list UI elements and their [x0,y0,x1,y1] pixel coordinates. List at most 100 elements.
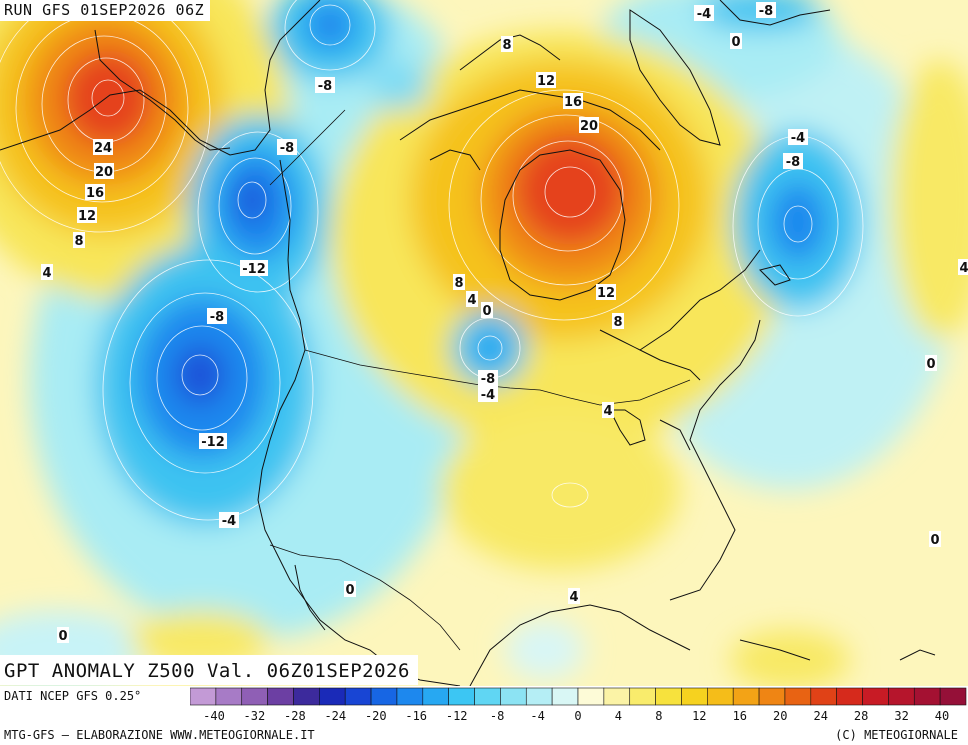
contour-label: -8 [759,4,773,19]
contour-label-bg [579,117,599,133]
contour-label-bg [694,5,714,21]
colorbar-ticks: -40 -32 -28 -24 -20 -16 -12 -8 -4 0 4 8 12 16 20 24 28 32… [203,709,949,723]
colorbar-swatch [344,687,372,706]
colorbar-swatch [913,687,941,706]
contour-label: 0 [926,357,935,372]
contour-label: 4 [603,404,612,419]
contour-label: 8 [502,38,511,53]
colorbar-tick-label: -8 [490,709,504,723]
coastlines [0,0,936,686]
contour-label-bg [277,139,297,155]
data-source-label: DATI NCEP GFS 0.25° [4,689,142,703]
colorbar-swatch [448,687,475,706]
contour-label-bg [730,33,742,49]
contour-label: 12 [597,286,615,301]
contour-label-bg [219,512,239,528]
contour-label-bg [756,2,776,18]
contour-label: -8 [210,310,224,325]
contour-label-bg [596,284,616,300]
credit-left: MTG-GFS — ELABORAZIONE WWW.METEOGIORNALE… [4,728,315,742]
contour-label-bg [481,302,493,318]
contour-label-bg [478,386,498,402]
contour-label-bg [240,260,268,276]
colorbar-tick-label: -32 [244,709,266,723]
contour-label: 4 [467,293,476,308]
contour-label: 0 [58,629,67,644]
colorbar-swatch [603,687,631,706]
colorbar-swatch [319,687,346,706]
colorbar-tick-label: 28 [854,709,868,723]
colorbar-swatch [939,687,967,706]
colorbar-swatch [474,687,501,706]
contour-label-bg [77,207,97,223]
colorbar-swatch [732,687,760,706]
contour-label-bg [925,355,937,371]
contour-label: 24 [94,141,112,156]
contour-label: 0 [345,583,354,598]
contour-label: 8 [454,276,463,291]
contour-label: 4 [569,590,578,605]
contour-label: -4 [481,388,495,403]
contour-label: -8 [280,141,294,156]
colorbar-swatch [888,687,915,706]
contour-label-bg [85,184,105,200]
colorbar: -40 -32 -28 -24 -20 -16 -12 -8 -4 0 4 8 12 16 20 24 28 32… [190,687,967,723]
colorbar-tick-label: -28 [284,709,306,723]
colorbar-swatch [396,687,424,706]
contour-label: 0 [731,35,740,50]
contour-label-bg [466,291,478,307]
colorbar-swatches [190,687,967,706]
contour-label: -4 [222,514,236,529]
colorbar-swatch [551,687,579,706]
contour-label-bg [199,433,227,449]
colorbar-swatch [810,687,837,706]
colorbar-swatch [267,687,294,706]
contour-label-bg [602,402,614,418]
colorbar-swatch [190,687,217,706]
map-title: GPT ANOMALY Z500 Val. 06Z01SEP2026 [0,655,418,685]
contour-label-bg [315,77,335,93]
contour-label: 0 [482,304,491,319]
contour-label-bg [453,274,465,290]
anomaly-fields [0,0,968,686]
colorbar-tick-label: -20 [365,709,387,723]
colorbar-tick-label: -40 [203,709,225,723]
colorbar-tick-label: 32 [894,709,908,723]
contour-label-bg [929,531,941,547]
contour-label: -12 [201,435,225,450]
contour-label: 4 [959,261,968,276]
contour-label-bg [536,72,556,88]
contour-label-bg [93,139,113,155]
contour-label: 12 [78,209,96,224]
contour-label: 16 [564,95,582,110]
contour-label-bg [563,93,583,109]
contour-label: -8 [481,372,495,387]
credit-right: (C) METEOGIORNALE [835,728,958,742]
run-label: RUN GFS 01SEP2026 06Z [0,0,211,21]
contour-label: 12 [537,74,555,89]
contour-label: -12 [242,262,266,277]
colorbar-tick-label: 20 [773,709,787,723]
colorbar-tick-label: 8 [655,709,662,723]
contour-label-bg [478,370,498,386]
contour-label-bg [41,264,53,280]
contour-label: -8 [786,155,800,170]
colorbar-tick-label: -24 [324,709,346,723]
contour-label-bg [568,588,580,604]
contour-label: -4 [791,131,805,146]
contour-label: -4 [697,7,711,22]
contour-label-bg [958,259,968,275]
contour-label-bg [788,129,808,145]
colorbar-swatch [293,687,320,706]
colorbar-swatch [500,687,527,706]
contour-label: 0 [930,533,939,548]
contour-label: 20 [95,165,113,180]
colorbar-swatch [862,687,889,706]
colorbar-swatch [422,687,449,706]
colorbar-tick-label: 40 [935,709,949,723]
contour-label-bg [783,153,803,169]
contour-label-bg [612,313,624,329]
contour-label: 20 [580,119,598,134]
